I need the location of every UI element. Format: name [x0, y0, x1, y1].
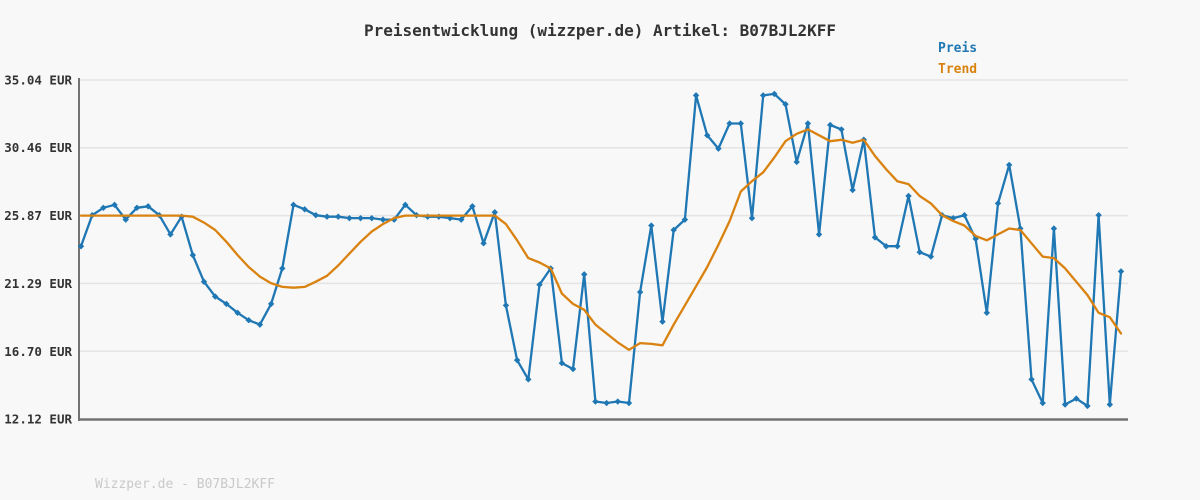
preis-marker: [1028, 376, 1035, 383]
preis-marker: [144, 203, 152, 210]
preis-marker: [838, 126, 845, 133]
preis-marker: [704, 132, 711, 139]
preis-marker: [458, 216, 465, 223]
preis-marker: [223, 300, 230, 308]
watermark: Wizzper.de - B07BJL2KFF: [95, 477, 276, 492]
chart-legend: Preis Trend: [938, 38, 977, 80]
preis-marker: [446, 214, 454, 222]
preis-marker: [827, 121, 834, 129]
preis-marker: [581, 271, 588, 278]
preis-marker: [189, 251, 197, 259]
preis-marker: [871, 234, 879, 241]
preis-marker: [715, 145, 722, 152]
preis-marker: [1050, 225, 1058, 232]
preis-marker: [290, 201, 297, 209]
preis-marker: [636, 288, 644, 296]
preis-marker: [648, 222, 655, 229]
preis-marker: [1061, 401, 1069, 408]
preis-marker: [927, 253, 935, 260]
y-axis-tick-label: 35.04 EUR: [4, 73, 72, 88]
preis-marker: [536, 281, 543, 288]
y-axis-tick-label: 16.70 EUR: [4, 344, 72, 359]
preis-marker: [323, 213, 331, 220]
preis-marker: [469, 203, 476, 210]
preis-marker: [916, 248, 923, 256]
preis-marker: [670, 226, 677, 234]
preis-marker: [1039, 399, 1046, 407]
preis-marker: [335, 213, 342, 220]
preis-marker: [558, 359, 566, 367]
preis-marker: [1117, 268, 1125, 275]
preis-marker: [200, 278, 208, 285]
preis-marker: [122, 216, 129, 223]
preis-marker: [346, 214, 353, 222]
preis-marker: [480, 240, 487, 247]
preis-marker: [267, 300, 275, 308]
preis-marker: [357, 214, 364, 222]
preis-marker: [815, 231, 823, 238]
preis-marker: [961, 211, 968, 219]
page-title: Preisentwicklung (wizzper.de) Artikel: B…: [363, 21, 836, 40]
preis-marker: [614, 398, 621, 405]
preis-marker: [1084, 402, 1091, 410]
y-axis-tick-label: 30.46 EUR: [4, 140, 72, 155]
preis-marker: [849, 186, 856, 194]
preis-marker: [167, 231, 174, 238]
preis-marker: [491, 209, 498, 216]
y-axis-tick-label: 21.29 EUR: [4, 276, 72, 291]
preis-marker: [256, 321, 264, 328]
trend-line: [79, 128, 1123, 351]
preis-marker: [1005, 161, 1013, 169]
preis-marker: [100, 204, 107, 211]
preis-marker: [737, 120, 744, 127]
legend-item-preis: Preis: [938, 41, 978, 56]
y-axis-tick-label: 12.12 EUR: [4, 412, 72, 427]
preis-marker: [301, 206, 308, 213]
preis-marker: [234, 309, 241, 317]
preis-marker: [659, 318, 666, 325]
preis-marker: [759, 92, 767, 99]
preis-marker: [368, 214, 375, 222]
preis-marker: [513, 356, 521, 364]
legend-item-trend: Trend: [938, 62, 978, 77]
preis-marker: [771, 90, 778, 98]
preis-marker: [748, 214, 756, 222]
preis-marker: [804, 120, 812, 127]
preis-marker: [245, 316, 252, 324]
preis-marker: [905, 192, 912, 200]
preis-marker: [1095, 211, 1102, 219]
preis-marker: [1106, 401, 1114, 408]
preis-marker: [77, 243, 85, 250]
preis-line: [79, 92, 1123, 408]
preis-marker: [133, 204, 141, 211]
preis-marker: [211, 293, 219, 300]
preis-marker: [525, 376, 532, 383]
preis-marker: [793, 158, 800, 166]
preis-marker: [592, 398, 599, 405]
preis-marker: [502, 302, 510, 309]
preis-marker: [994, 200, 1002, 207]
preis-marker: [379, 216, 387, 223]
preis-marker: [111, 201, 118, 209]
preis-marker: [782, 101, 789, 108]
y-axis-tick-label: 25.87 EUR: [4, 208, 72, 223]
preis-marker: [681, 216, 689, 223]
preis-marker: [625, 399, 633, 407]
preis-marker: [312, 211, 320, 219]
preis-marker: [726, 120, 733, 127]
preis-marker: [603, 399, 610, 407]
preis-marker: [983, 309, 991, 317]
preis-marker: [692, 92, 700, 99]
preis-marker: [279, 265, 286, 272]
preis-marker: [1073, 395, 1080, 402]
preis-marker: [402, 201, 409, 209]
preis-marker: [894, 243, 901, 250]
preis-marker: [882, 243, 890, 250]
preis-marker: [569, 365, 577, 373]
